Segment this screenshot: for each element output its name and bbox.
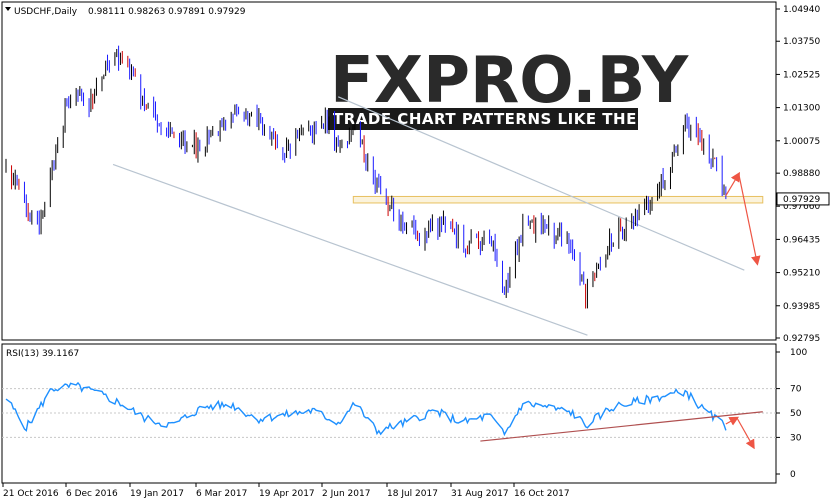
rsi-line bbox=[5, 381, 727, 437]
forecast-arrows-layer bbox=[725, 171, 761, 266]
time-axis-label: 16 Oct 2017 bbox=[514, 489, 570, 499]
rsi-arrow-up bbox=[725, 416, 740, 426]
rsi-axis: 100 70 50 30 0 bbox=[776, 348, 807, 480]
price-axis-label: 0.98880 bbox=[783, 169, 820, 179]
price-axis-label: 0.97660 bbox=[783, 202, 820, 212]
watermark-brand: FXPRO.BY bbox=[330, 44, 689, 118]
rsi-axis-label: 50 bbox=[790, 409, 802, 419]
watermark-tagline: TRADE CHART PATTERNS LIKE THE PROS bbox=[333, 110, 691, 128]
rsi-axis-label: 30 bbox=[790, 433, 802, 443]
time-axis-label: 31 Aug 2017 bbox=[451, 489, 509, 499]
price-axis-label: 0.96435 bbox=[783, 235, 820, 245]
time-axis-label: 21 Oct 2016 bbox=[3, 489, 59, 499]
watermark-tagline-band bbox=[328, 108, 638, 130]
candles-layer bbox=[5, 45, 727, 309]
time-axis-label: 19 Apr 2017 bbox=[259, 489, 315, 499]
time-axis: 21 Oct 2016 6 Dec 2016 19 Jan 2017 6 Mar 20… bbox=[2, 483, 570, 499]
channel-line-lower bbox=[112, 163, 588, 336]
channel-line-upper bbox=[338, 96, 745, 271]
price-axis-label: 1.03750 bbox=[783, 37, 820, 47]
rsi-trendline bbox=[480, 411, 763, 442]
channel-layer bbox=[112, 96, 745, 336]
time-axis-label: 6 Dec 2016 bbox=[66, 489, 118, 499]
resistance-zone-layer bbox=[352, 195, 764, 204]
current-price-box bbox=[776, 192, 830, 206]
current-price-label: 0.97929 bbox=[783, 195, 820, 205]
price-axis-label: 0.95210 bbox=[783, 269, 820, 279]
time-axis-label: 18 Jul 2017 bbox=[387, 489, 438, 499]
time-axis-label: 6 Mar 2017 bbox=[196, 489, 247, 499]
symbol-label: USDCHF,Daily bbox=[14, 7, 78, 17]
price-axis-label: 1.04940 bbox=[783, 5, 820, 15]
forecast-arrow-down bbox=[738, 173, 761, 266]
time-axis-label: 19 Jan 2017 bbox=[130, 489, 184, 499]
ohlc-values: 0.98111 0.98263 0.97891 0.97929 bbox=[88, 7, 246, 17]
forecast-arrow-up bbox=[725, 171, 741, 196]
time-axis-label: 2 Jun 2017 bbox=[322, 489, 370, 499]
price-axis-label: 0.93985 bbox=[783, 302, 820, 312]
price-axis-label: 0.92795 bbox=[783, 334, 820, 344]
rsi-axis-label: 0 bbox=[790, 470, 796, 480]
rsi-title: RSI(13) 39.1167 bbox=[6, 349, 79, 359]
rsi-arrow-down bbox=[736, 417, 755, 450]
symbol-dropdown-icon[interactable] bbox=[5, 7, 11, 11]
rsi-axis-label: 70 bbox=[790, 385, 802, 395]
resistance-zone bbox=[352, 195, 764, 204]
rsi-layer bbox=[2, 381, 776, 450]
price-axis: 1.04940 1.03750 1.02525 1.01300 1.00075 0.988… bbox=[776, 5, 830, 344]
price-axis-label: 1.00075 bbox=[783, 137, 820, 147]
rsi-axis-label: 100 bbox=[790, 348, 807, 358]
watermark-logo: FXPRO.BY TRADE CHART PATTERNS LIKE THE P… bbox=[328, 44, 691, 130]
price-axis-label: 1.02525 bbox=[783, 70, 820, 80]
price-axis-label: 1.01300 bbox=[783, 104, 820, 114]
